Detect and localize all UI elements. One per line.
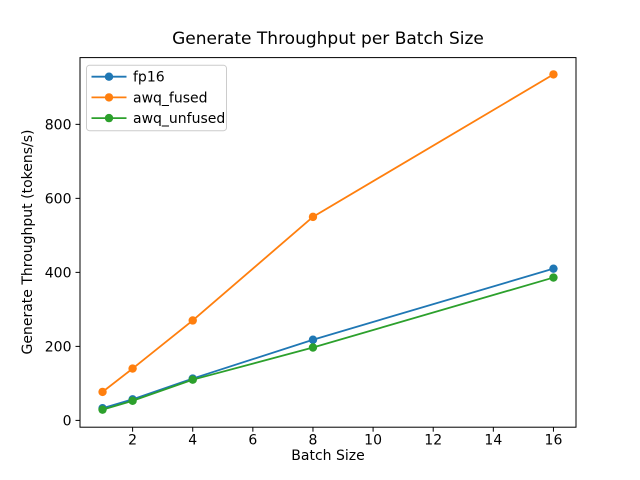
x-tick-label: 10	[364, 433, 382, 449]
series-marker-fp16	[549, 264, 558, 273]
series-marker-awq_fused	[188, 316, 197, 325]
series-marker-awq_unfused	[128, 396, 137, 405]
y-axis-label: Generate Throughput (tokens/s)	[20, 129, 36, 355]
legend-marker-awq_fused	[104, 93, 114, 102]
series-marker-awq_unfused	[308, 343, 318, 352]
x-tick-label: 2	[128, 433, 137, 449]
legend-label-fp16: fp16	[133, 70, 165, 86]
x-tick-label: 8	[309, 433, 318, 449]
legend-label-awq_unfused: awq_unfused	[133, 111, 225, 127]
y-tick-label: 400	[45, 265, 72, 281]
legend-box	[86, 64, 227, 132]
chart-title: Generate Throughput per Batch Size	[172, 29, 484, 49]
series-marker-fp16	[308, 335, 318, 344]
series-marker-awq_fused	[549, 70, 558, 79]
y-tick-label: 0	[63, 413, 72, 429]
plot-border	[79, 57, 577, 428]
legend-marker-awq_unfused	[104, 113, 114, 123]
legend-label-awq_fused: awq_fused	[133, 90, 208, 106]
series-marker-awq_fused	[128, 364, 137, 373]
x-tick-label: 12	[424, 433, 442, 449]
series-marker-awq_unfused	[188, 375, 197, 384]
x-tick-label: 16	[545, 433, 563, 449]
series-marker-awq_fused	[98, 387, 107, 397]
series-marker-awq_unfused	[98, 405, 107, 414]
y-tick-label: 800	[45, 117, 72, 133]
series-marker-awq_unfused	[549, 273, 558, 282]
series-marker-awq_fused	[308, 212, 318, 222]
x-axis-label: Batch Size	[291, 448, 365, 464]
x-tick-label: 14	[484, 433, 502, 449]
x-tick-label: 6	[248, 433, 257, 449]
legend-marker-fp16	[104, 72, 114, 81]
y-tick-label: 600	[45, 191, 72, 207]
x-tick-label: 4	[188, 433, 197, 449]
series-line-awq_unfused	[102, 276, 554, 411]
y-tick-label: 200	[45, 339, 72, 355]
